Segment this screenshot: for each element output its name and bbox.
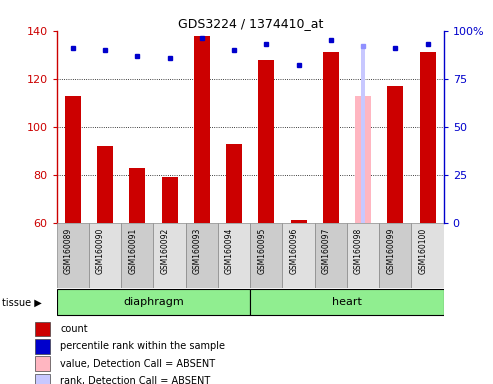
Bar	[65, 96, 81, 223]
Bar	[420, 52, 436, 223]
Bar	[218, 223, 250, 288]
Bar	[315, 223, 347, 288]
Bar	[194, 35, 210, 223]
Text: GSM160095: GSM160095	[257, 228, 266, 274]
Bar	[387, 86, 403, 223]
Bar	[379, 223, 412, 288]
Bar	[412, 223, 444, 288]
Bar	[323, 52, 339, 223]
Text: diaphragm: diaphragm	[123, 297, 184, 308]
Text: count: count	[60, 324, 88, 334]
Text: GSM160091: GSM160091	[128, 228, 138, 274]
Text: heart: heart	[332, 297, 362, 308]
Bar	[162, 177, 177, 223]
Text: GSM160092: GSM160092	[161, 228, 170, 274]
Bar	[97, 146, 113, 223]
Bar	[355, 96, 371, 223]
Bar	[258, 60, 275, 223]
Text: GSM160097: GSM160097	[322, 228, 331, 274]
Text: tissue ▶: tissue ▶	[2, 297, 42, 308]
Text: value, Detection Call = ABSENT: value, Detection Call = ABSENT	[60, 359, 215, 369]
Text: percentile rank within the sample: percentile rank within the sample	[60, 341, 225, 351]
Text: GSM160098: GSM160098	[354, 228, 363, 274]
Bar	[347, 223, 379, 288]
Bar	[282, 223, 315, 288]
Bar	[57, 290, 250, 315]
Text: rank, Detection Call = ABSENT: rank, Detection Call = ABSENT	[60, 376, 211, 384]
Bar	[89, 223, 121, 288]
Bar	[186, 223, 218, 288]
Bar	[35, 339, 50, 354]
Bar	[250, 290, 444, 315]
Text: GSM160093: GSM160093	[193, 228, 202, 274]
Text: GSM160094: GSM160094	[225, 228, 234, 274]
Title: GDS3224 / 1374410_at: GDS3224 / 1374410_at	[177, 17, 323, 30]
Text: GSM160090: GSM160090	[96, 228, 105, 274]
Bar	[226, 144, 242, 223]
Bar	[361, 46, 365, 223]
Bar	[57, 223, 89, 288]
Bar	[129, 167, 145, 223]
Text: GSM160096: GSM160096	[289, 228, 299, 274]
Text: GSM160089: GSM160089	[64, 228, 73, 274]
Bar	[153, 223, 186, 288]
Text: GSM160100: GSM160100	[419, 228, 427, 274]
Bar	[35, 321, 50, 336]
Text: GSM160099: GSM160099	[387, 228, 395, 274]
Bar	[35, 356, 50, 371]
Bar	[35, 374, 50, 384]
Bar	[290, 220, 307, 223]
Bar	[121, 223, 153, 288]
Bar	[250, 223, 282, 288]
